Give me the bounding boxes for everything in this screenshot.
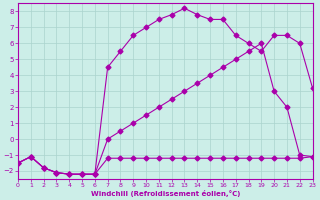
X-axis label: Windchill (Refroidissement éolien,°C): Windchill (Refroidissement éolien,°C) bbox=[91, 190, 240, 197]
